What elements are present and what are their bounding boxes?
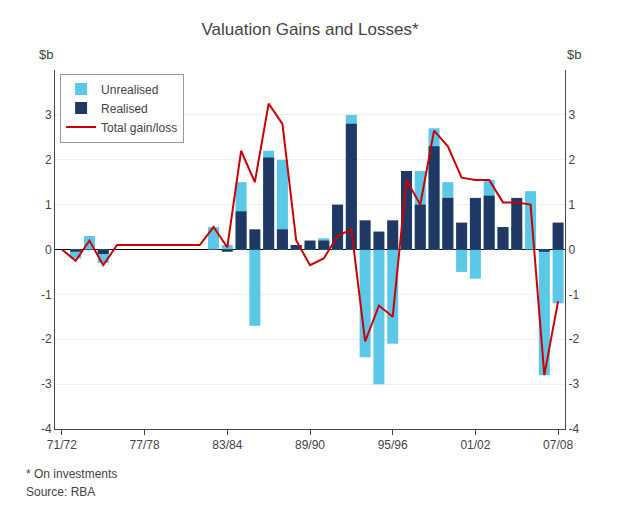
svg-text:-2: -2 — [41, 332, 52, 346]
svg-text:-2: -2 — [568, 332, 579, 346]
svg-text:3: 3 — [568, 108, 575, 122]
svg-text:2: 2 — [45, 153, 52, 167]
svg-text:89/90: 89/90 — [295, 438, 325, 452]
svg-text:-4: -4 — [568, 422, 579, 436]
svg-text:-1: -1 — [41, 288, 52, 302]
svg-text:* On investments: * On investments — [26, 467, 117, 481]
svg-text:Valuation Gains and Losses*: Valuation Gains and Losses* — [201, 20, 418, 39]
svg-text:-4: -4 — [41, 422, 52, 436]
svg-text:71/72: 71/72 — [47, 438, 77, 452]
svg-text:-3: -3 — [568, 377, 579, 391]
svg-text:0: 0 — [45, 243, 52, 257]
svg-text:0: 0 — [568, 243, 575, 257]
svg-text:95/96: 95/96 — [378, 438, 408, 452]
svg-text:1: 1 — [45, 198, 52, 212]
svg-text:Total gain/loss: Total gain/loss — [101, 121, 177, 135]
svg-text:Realised: Realised — [101, 102, 148, 116]
svg-text:-1: -1 — [568, 288, 579, 302]
svg-text:1: 1 — [568, 198, 575, 212]
svg-text:Source: RBA: Source: RBA — [26, 485, 95, 499]
svg-text:$b: $b — [567, 47, 581, 62]
svg-text:77/78: 77/78 — [130, 438, 160, 452]
svg-text:-3: -3 — [41, 377, 52, 391]
svg-text:01/02: 01/02 — [460, 438, 490, 452]
svg-text:07/08: 07/08 — [543, 438, 573, 452]
svg-text:3: 3 — [45, 108, 52, 122]
svg-text:83/84: 83/84 — [212, 438, 242, 452]
svg-text:Unrealised: Unrealised — [101, 83, 158, 97]
svg-text:$b: $b — [39, 47, 53, 62]
svg-text:2: 2 — [568, 153, 575, 167]
